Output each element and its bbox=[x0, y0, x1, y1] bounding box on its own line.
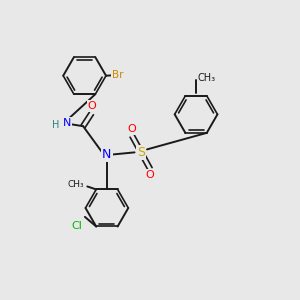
Text: O: O bbox=[88, 101, 96, 111]
Text: O: O bbox=[128, 124, 136, 134]
Text: N: N bbox=[102, 148, 112, 161]
Text: O: O bbox=[146, 170, 154, 180]
Text: H: H bbox=[52, 120, 59, 130]
Text: S: S bbox=[137, 146, 145, 159]
Text: CH₃: CH₃ bbox=[67, 181, 84, 190]
Text: Br: Br bbox=[112, 70, 123, 80]
Text: N: N bbox=[63, 118, 71, 128]
Text: Cl: Cl bbox=[71, 221, 82, 231]
Text: CH₃: CH₃ bbox=[197, 73, 215, 83]
